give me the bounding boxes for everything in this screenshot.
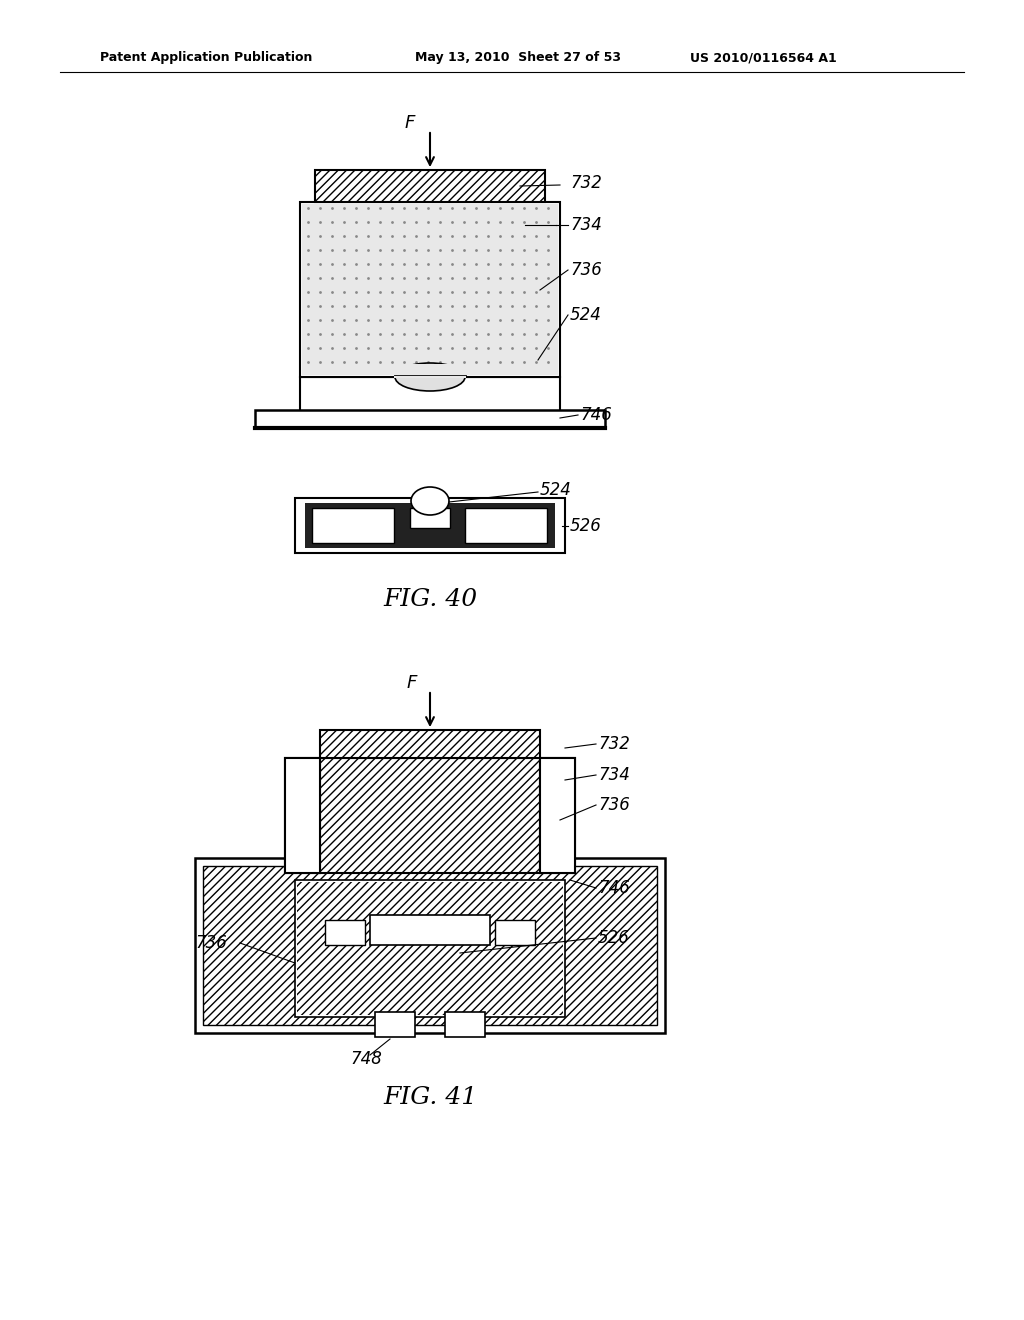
- Bar: [495, 920, 535, 945]
- Text: 746: 746: [580, 407, 612, 424]
- Bar: [540, 758, 575, 873]
- Bar: [410, 508, 450, 528]
- Bar: [195, 858, 665, 1034]
- Text: US 2010/0116564 A1: US 2010/0116564 A1: [690, 51, 837, 65]
- Text: 526: 526: [570, 517, 602, 535]
- Bar: [297, 882, 563, 1015]
- Bar: [312, 508, 394, 543]
- Text: 732: 732: [598, 735, 630, 752]
- Bar: [255, 411, 605, 428]
- Bar: [375, 1012, 415, 1038]
- Text: 736: 736: [570, 261, 602, 279]
- Bar: [300, 202, 560, 378]
- Bar: [315, 170, 545, 202]
- Ellipse shape: [411, 487, 449, 515]
- Text: 732: 732: [570, 174, 602, 191]
- Bar: [325, 920, 365, 945]
- Bar: [305, 503, 555, 548]
- Text: 736: 736: [598, 796, 630, 814]
- Text: 748: 748: [350, 1049, 382, 1068]
- Bar: [540, 758, 575, 873]
- Bar: [319, 758, 540, 873]
- Text: FIG. 40: FIG. 40: [383, 589, 477, 611]
- Text: 736: 736: [195, 935, 227, 952]
- Text: 746: 746: [598, 879, 630, 898]
- Text: 524: 524: [540, 480, 571, 499]
- Bar: [370, 915, 490, 945]
- Bar: [295, 880, 565, 1016]
- Text: F: F: [407, 675, 417, 692]
- Bar: [285, 758, 319, 873]
- Text: F: F: [404, 114, 415, 132]
- Text: 734: 734: [570, 216, 602, 234]
- Text: 524: 524: [570, 306, 602, 323]
- Text: FIG. 41: FIG. 41: [383, 1085, 477, 1109]
- Bar: [302, 205, 558, 375]
- Text: 526: 526: [598, 929, 630, 946]
- Text: 734: 734: [598, 766, 630, 784]
- Bar: [445, 1012, 485, 1038]
- Text: Patent Application Publication: Patent Application Publication: [100, 51, 312, 65]
- Bar: [300, 378, 560, 418]
- Text: May 13, 2010  Sheet 27 of 53: May 13, 2010 Sheet 27 of 53: [415, 51, 621, 65]
- Bar: [203, 866, 657, 1026]
- Bar: [285, 758, 319, 873]
- Bar: [465, 508, 547, 543]
- Ellipse shape: [395, 363, 465, 391]
- Bar: [394, 364, 466, 378]
- Bar: [319, 730, 540, 758]
- Bar: [295, 498, 565, 553]
